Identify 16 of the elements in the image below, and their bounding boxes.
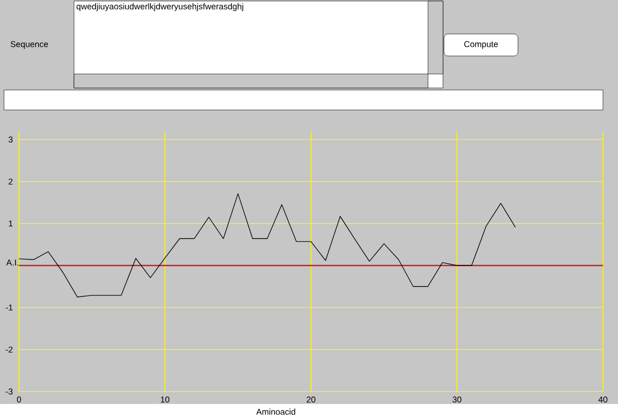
- text: Compute: [464, 41, 498, 50]
- y-tick-label: -3: [6, 388, 13, 395]
- x-tick-label: 30: [452, 396, 462, 403]
- x-tick-label: 0: [16, 396, 22, 403]
- y-axis-title: A.I.: [6, 260, 18, 266]
- text: qwedjiuyaosiudwerlkjdweryusehjsfwerasdghj: [76, 3, 244, 12]
- text: Sequence: [10, 41, 48, 50]
- y-tick-label: 2: [8, 178, 13, 185]
- y-tick-label: 3: [8, 136, 13, 143]
- y-tick-label: -2: [6, 346, 13, 353]
- y-tick-label: 1: [8, 220, 13, 227]
- x-axis-title: Aminoacid: [256, 408, 296, 415]
- x-tick-label: 10: [160, 396, 170, 403]
- x-tick-label: 40: [598, 396, 608, 403]
- y-tick-label: -1: [6, 304, 13, 311]
- x-tick-label: 20: [306, 396, 316, 403]
